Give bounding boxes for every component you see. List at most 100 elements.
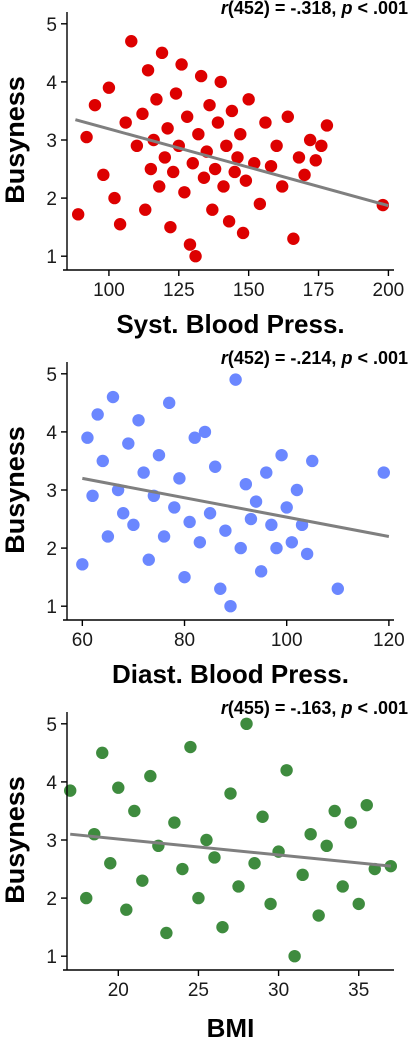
trend-line — [74, 118, 389, 208]
data-point — [137, 466, 150, 479]
data-point — [88, 827, 101, 841]
data-point — [208, 162, 222, 176]
correlation-annotation: r(455) = -.163, p < .001 — [221, 700, 408, 718]
data-point — [113, 218, 127, 231]
data-point — [236, 226, 250, 240]
data-point — [97, 168, 110, 182]
data-point — [352, 897, 365, 911]
data-point — [260, 466, 273, 479]
data-point — [150, 93, 163, 106]
data-point — [158, 151, 172, 164]
data-point — [315, 139, 328, 153]
data-point — [312, 909, 325, 922]
data-point — [161, 122, 174, 135]
data-point — [270, 541, 283, 555]
data-point — [173, 472, 186, 485]
data-point — [122, 437, 135, 450]
data-point — [222, 215, 236, 228]
data-point — [265, 518, 278, 532]
data-point — [280, 501, 293, 514]
data-point — [232, 880, 245, 893]
data-point — [102, 81, 116, 94]
data-point — [234, 541, 247, 555]
data-point — [164, 220, 177, 234]
data-point — [203, 98, 216, 112]
point-group — [71, 35, 390, 263]
y-tick-label: 3 — [46, 481, 57, 502]
data-point — [169, 87, 183, 100]
data-point — [344, 816, 357, 829]
data-point — [108, 191, 121, 205]
data-point — [239, 174, 253, 187]
chart-systolic: 1 2 3 4 5 100 125 150 175 200 Busyness Syst. Blood … — [0, 0, 408, 339]
data-point — [304, 827, 317, 841]
data-point — [155, 46, 169, 60]
data-point — [256, 810, 269, 823]
data-point — [175, 58, 188, 71]
data-point — [96, 746, 109, 760]
x-tick-label: 30 — [268, 980, 289, 1001]
y-tick-label: 3 — [46, 831, 57, 852]
y-tick-label: 2 — [46, 539, 57, 560]
y-tick-label: 4 — [46, 423, 57, 444]
data-point — [141, 64, 155, 77]
data-point — [184, 740, 197, 754]
data-point — [208, 460, 222, 473]
data-point — [206, 203, 219, 216]
data-point — [186, 157, 199, 170]
data-point — [136, 874, 149, 887]
data-point — [127, 518, 140, 532]
data-point — [197, 171, 211, 184]
data-point — [144, 162, 158, 176]
data-point — [178, 570, 191, 584]
x-axis-title: BMI — [207, 1013, 255, 1043]
data-point — [281, 110, 294, 123]
y-axis-title: Busyness — [0, 76, 30, 204]
data-point — [142, 553, 155, 566]
data-point — [152, 448, 166, 462]
data-point — [303, 133, 317, 147]
x-axis-title: Syst. Blood Press. — [116, 309, 344, 339]
y-tick-label: 1 — [46, 247, 57, 268]
data-point — [270, 139, 283, 153]
data-point — [80, 891, 93, 905]
data-point — [296, 868, 309, 882]
data-point — [280, 764, 293, 777]
data-point — [153, 180, 166, 193]
data-point — [225, 104, 239, 118]
x-tick-label: 125 — [163, 280, 195, 301]
data-point — [208, 851, 221, 864]
data-point — [200, 833, 213, 847]
data-point — [217, 180, 230, 193]
trend-line — [82, 476, 390, 538]
data-point — [228, 165, 241, 179]
data-point — [136, 107, 149, 121]
data-point — [192, 891, 205, 905]
data-point — [80, 130, 93, 144]
correlation-annotation: r(452) = -.318, p < .001 — [221, 0, 408, 18]
data-point — [168, 816, 181, 829]
y-tick-label: 3 — [46, 131, 57, 152]
data-point — [119, 116, 132, 129]
data-point — [167, 165, 180, 179]
data-point — [117, 507, 130, 520]
data-point — [76, 558, 89, 571]
data-point — [231, 151, 244, 164]
x-tick-label: 20 — [108, 980, 129, 1001]
data-point — [125, 35, 138, 48]
x-tick-label: 200 — [373, 280, 405, 301]
data-point — [139, 203, 152, 216]
data-point — [259, 116, 272, 129]
y-tick-label: 1 — [46, 597, 57, 618]
data-point — [298, 168, 311, 182]
data-point — [160, 926, 173, 940]
data-point — [275, 448, 288, 462]
data-point — [377, 466, 390, 479]
y-tick-label: 4 — [46, 73, 57, 94]
data-point — [183, 238, 197, 251]
data-point — [239, 477, 253, 491]
data-point — [189, 249, 202, 263]
data-point — [219, 524, 232, 537]
data-point — [287, 232, 300, 245]
